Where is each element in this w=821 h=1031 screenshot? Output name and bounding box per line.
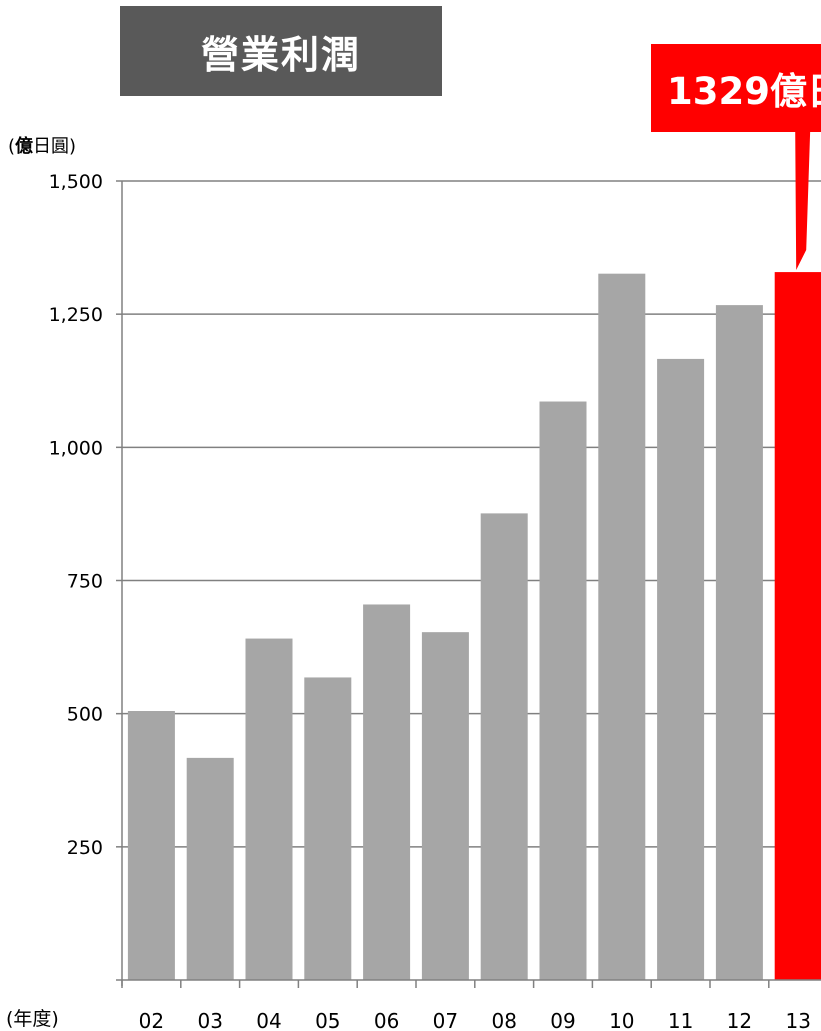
y-unit-rest: 日圓 [33,136,70,157]
x-tick-label: 07 [433,1009,458,1031]
x-tick-label: 03 [197,1009,222,1031]
x-tick-label: 11 [668,1009,693,1031]
bar [480,513,528,980]
bar [363,604,411,980]
y-unit-bold: 億 [15,136,34,157]
highlight-bar [774,272,821,980]
bar [421,632,469,980]
bar [657,358,705,981]
x-tick-label: 05 [315,1009,340,1031]
x-tick-label: 06 [374,1009,399,1031]
y-tick-label: 1,250 [49,304,103,326]
y-tick-label: 1,500 [49,171,103,193]
x-tick-label: 09 [550,1009,575,1031]
bar [186,757,234,980]
y-tick-label: 1,000 [49,437,103,459]
x-tick-label: 02 [139,1009,164,1031]
bar [598,273,646,981]
x-tick-label: 13 [785,1009,810,1031]
bar [127,711,175,980]
chart-title: 營業利潤 [120,6,442,96]
y-tick-label: 750 [67,571,103,593]
value-callout: 1329億日 [651,44,821,132]
y-tick-label: 250 [67,837,103,859]
y-tick-label: 500 [67,704,103,726]
y-axis-unit: (億日圓) [8,136,77,157]
bar [715,305,763,980]
callout-pointer [788,130,811,270]
x-tick-label: 10 [609,1009,634,1031]
bar [245,638,293,980]
bar [304,677,352,980]
x-axis-unit: (年度) [6,1008,59,1030]
bar [539,401,587,980]
x-tick-label: 04 [256,1009,281,1031]
x-tick-label: 08 [491,1009,516,1031]
x-tick-label: 12 [727,1009,752,1031]
